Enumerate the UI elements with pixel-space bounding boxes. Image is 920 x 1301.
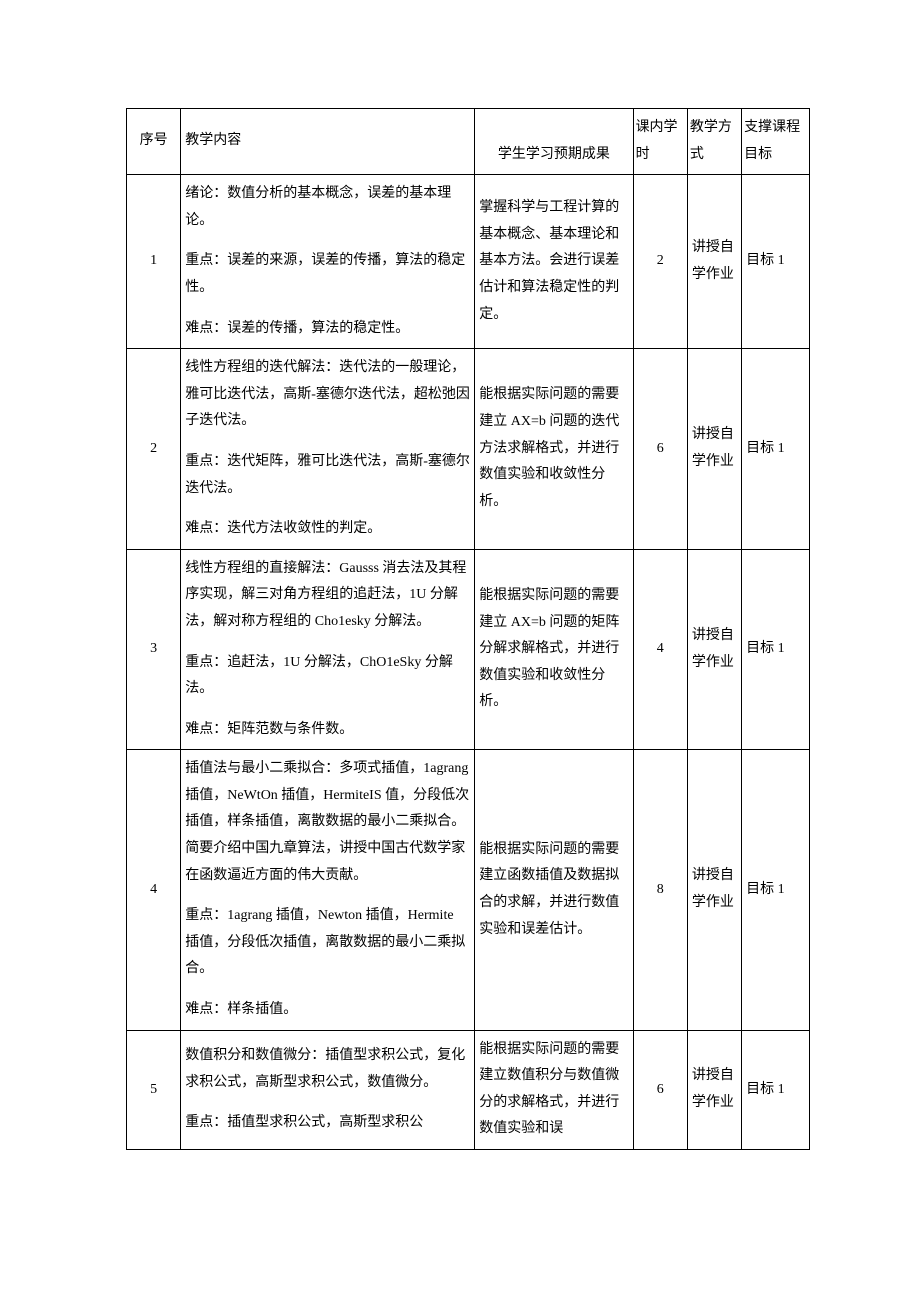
header-method: 教学方式 — [687, 109, 741, 175]
row-content: 线性方程组的迭代解法：迭代法的一般理论，雅可比迭代法，高斯-塞德尔迭代法，超松弛… — [181, 349, 475, 550]
header-content: 教学内容 — [181, 109, 475, 175]
content-paragraph: 重点：1agrang 插值，Newton 插值，Hermite 插值，分段低次插… — [185, 903, 470, 983]
syllabus-table: 序号 教学内容 学生学习预期成果 课内学时 教学方式 支撑课程目标 1 绪论：数… — [126, 108, 810, 1150]
row-outcome: 掌握科学与工程计算的基本概念、基本理论和基本方法。会进行误差估计和算法稳定性的判… — [475, 175, 633, 349]
table-row: 1 绪论：数值分析的基本概念，误差的基本理论。 重点：误差的来源，误差的传播，算… — [127, 175, 810, 349]
row-method: 讲授自学作业 — [687, 549, 741, 750]
content-paragraph: 插值法与最小二乘拟合：多项式插值，1agrang 插值，NeWtOn 插值，He… — [185, 756, 470, 889]
content-paragraph: 数值积分和数值微分：插值型求积公式，复化求积公式，高斯型求积公式，数值微分。 — [185, 1043, 470, 1096]
row-goal: 目标 1 — [742, 750, 810, 1030]
row-num: 5 — [127, 1030, 181, 1149]
row-method: 讲授自学作业 — [687, 1030, 741, 1149]
content-paragraph: 重点：追赶法，1U 分解法，ChO1eSky 分解法。 — [185, 650, 470, 703]
content-paragraph: 难点：样条插值。 — [185, 997, 470, 1024]
header-outcome: 学生学习预期成果 — [475, 109, 633, 175]
row-goal: 目标 1 — [742, 349, 810, 550]
row-outcome: 能根据实际问题的需要建立 AX=b 问题的矩阵分解求解格式，并进行数值实验和收敛… — [475, 549, 633, 750]
content-paragraph: 线性方程组的直接解法：Gausss 消去法及其程序实现，解三对角方程组的追赶法，… — [185, 556, 470, 636]
table-row: 5 数值积分和数值微分：插值型求积公式，复化求积公式，高斯型求积公式，数值微分。… — [127, 1030, 810, 1149]
row-outcome: 能根据实际问题的需要建立 AX=b 问题的迭代方法求解格式，并进行数值实验和收敛… — [475, 349, 633, 550]
row-goal: 目标 1 — [742, 1030, 810, 1149]
row-content: 绪论：数值分析的基本概念，误差的基本理论。 重点：误差的来源，误差的传播，算法的… — [181, 175, 475, 349]
content-paragraph: 难点：迭代方法收敛性的判定。 — [185, 516, 470, 543]
header-hours: 课内学时 — [633, 109, 687, 175]
row-method: 讲授自学作业 — [687, 349, 741, 550]
row-content: 数值积分和数值微分：插值型求积公式，复化求积公式，高斯型求积公式，数值微分。 重… — [181, 1030, 475, 1149]
row-goal: 目标 1 — [742, 549, 810, 750]
content-paragraph: 重点：插值型求积公式，高斯型求积公 — [185, 1110, 470, 1137]
table-header-row: 序号 教学内容 学生学习预期成果 课内学时 教学方式 支撑课程目标 — [127, 109, 810, 175]
content-paragraph: 重点：迭代矩阵，雅可比迭代法，高斯-塞德尔迭代法。 — [185, 449, 470, 502]
table-row: 4 插值法与最小二乘拟合：多项式插值，1agrang 插值，NeWtOn 插值，… — [127, 750, 810, 1030]
content-paragraph: 线性方程组的迭代解法：迭代法的一般理论，雅可比迭代法，高斯-塞德尔迭代法，超松弛… — [185, 355, 470, 435]
row-num: 3 — [127, 549, 181, 750]
row-hours: 4 — [633, 549, 687, 750]
row-num: 2 — [127, 349, 181, 550]
row-method: 讲授自学作业 — [687, 175, 741, 349]
table-row: 3 线性方程组的直接解法：Gausss 消去法及其程序实现，解三对角方程组的追赶… — [127, 549, 810, 750]
header-goal: 支撑课程目标 — [742, 109, 810, 175]
content-paragraph: 难点：误差的传播，算法的稳定性。 — [185, 316, 470, 343]
header-num: 序号 — [127, 109, 181, 175]
row-hours: 6 — [633, 349, 687, 550]
row-hours: 6 — [633, 1030, 687, 1149]
row-content: 插值法与最小二乘拟合：多项式插值，1agrang 插值，NeWtOn 插值，He… — [181, 750, 475, 1030]
table-row: 2 线性方程组的迭代解法：迭代法的一般理论，雅可比迭代法，高斯-塞德尔迭代法，超… — [127, 349, 810, 550]
content-paragraph: 绪论：数值分析的基本概念，误差的基本理论。 — [185, 181, 470, 234]
row-hours: 8 — [633, 750, 687, 1030]
row-outcome: 能根据实际问题的需要建立函数插值及数据拟合的求解，并进行数值实验和误差估计。 — [475, 750, 633, 1030]
row-num: 4 — [127, 750, 181, 1030]
content-paragraph: 重点：误差的来源，误差的传播，算法的稳定性。 — [185, 248, 470, 301]
content-paragraph: 难点：矩阵范数与条件数。 — [185, 717, 470, 744]
row-hours: 2 — [633, 175, 687, 349]
row-goal: 目标 1 — [742, 175, 810, 349]
row-outcome: 能根据实际问题的需要建立数值积分与数值微分的求解格式，并进行数值实验和误 — [475, 1030, 633, 1149]
row-method: 讲授自学作业 — [687, 750, 741, 1030]
row-num: 1 — [127, 175, 181, 349]
row-content: 线性方程组的直接解法：Gausss 消去法及其程序实现，解三对角方程组的追赶法，… — [181, 549, 475, 750]
